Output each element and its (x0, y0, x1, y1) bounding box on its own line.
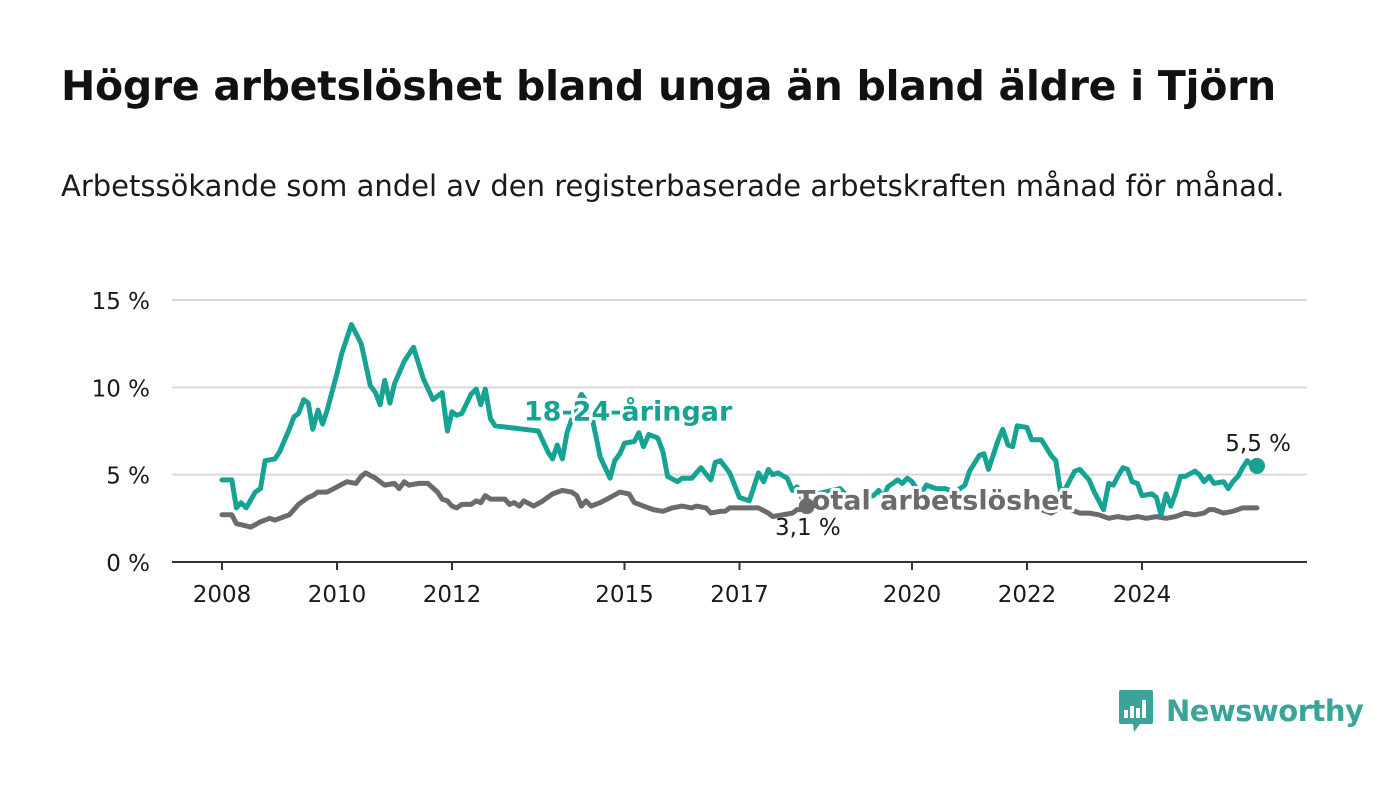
y-tick-label: 0 % (106, 551, 150, 577)
series-line-gray-0 (219, 470, 810, 530)
chart-title: Högre arbetslöshet bland unga än bland ä… (61, 62, 1276, 110)
series-annotation: Total arbetslöshet (797, 486, 1073, 517)
series-line-teal-0 (219, 322, 1260, 518)
newsworthy-brand: Newsworthy (1118, 688, 1364, 734)
x-tick-label: 2020 (883, 582, 942, 608)
series-end-label: 3,1 % (775, 515, 841, 541)
series-annotation: 18-24-åringar (524, 396, 733, 428)
y-tick-label: 10 % (92, 376, 150, 402)
series-end-point (798, 498, 815, 515)
y-tick-label: 15 % (92, 289, 150, 315)
bar-chart-speech-bubble-icon (1119, 690, 1153, 732)
brand-name: Newsworthy (1166, 694, 1364, 728)
y-tick-label: 5 % (106, 464, 150, 490)
x-tick-label: 2008 (193, 582, 252, 608)
x-tick-label: 2017 (710, 582, 769, 608)
series-end-label: 5,5 % (1225, 431, 1291, 457)
x-tick-label: 2010 (308, 582, 367, 608)
series-end-point (1249, 457, 1265, 474)
x-tick-label: 2022 (998, 582, 1057, 608)
chart-subtitle: Arbetssökande som andel av den registerb… (61, 169, 1285, 203)
x-tick-label: 2015 (595, 582, 654, 608)
series-line-gray-1 (1024, 493, 1260, 521)
x-tick-label: 2012 (423, 582, 482, 608)
x-tick-label: 2024 (1113, 582, 1172, 608)
